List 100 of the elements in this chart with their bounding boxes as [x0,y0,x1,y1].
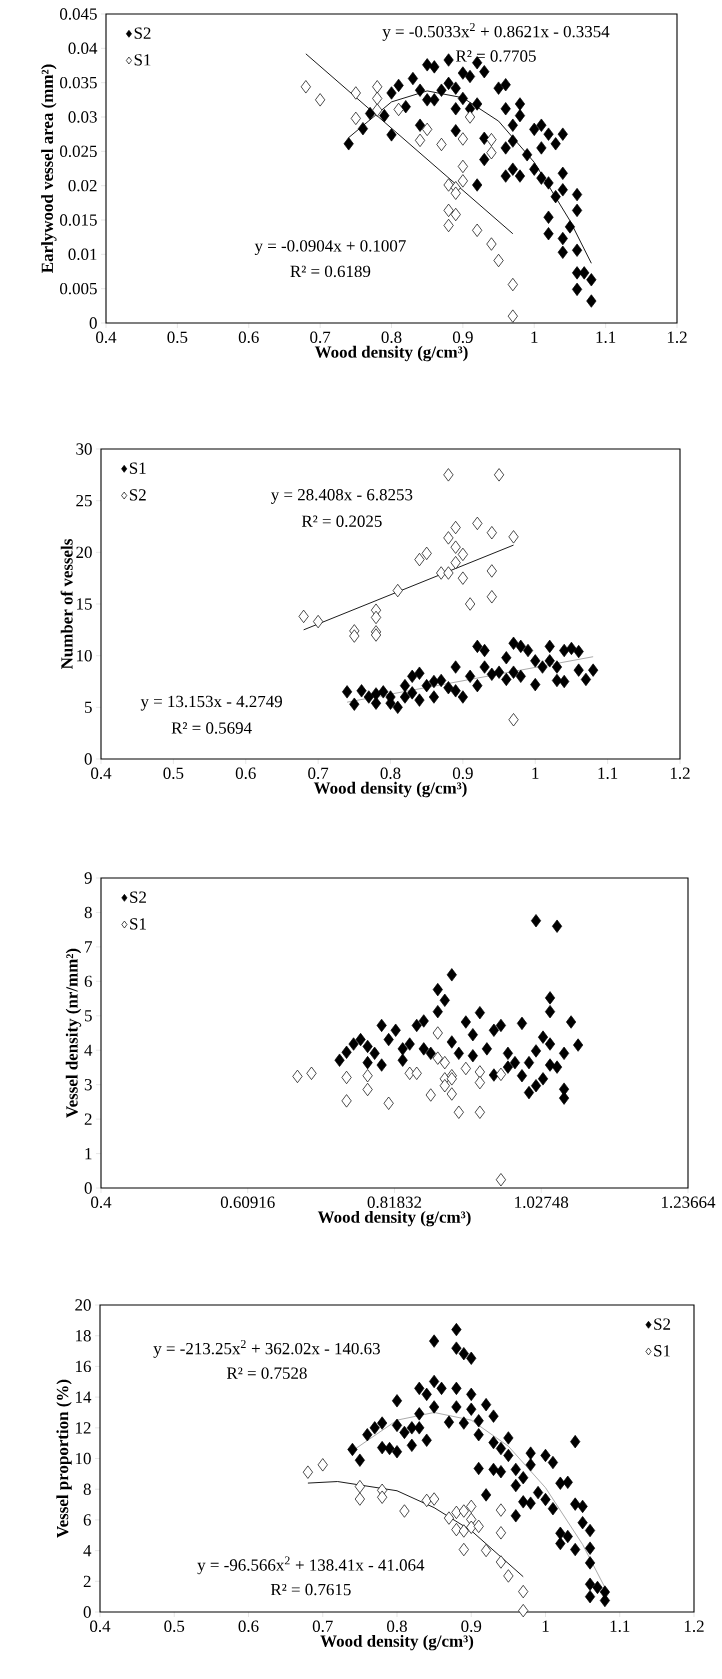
point [544,1005,556,1019]
point [457,547,468,562]
y-tick-label: 9 [84,872,92,884]
point [443,468,454,482]
point [508,713,519,727]
legend-label: S2 [129,489,146,501]
point [474,1075,485,1090]
y-tick-label: 0 [84,753,92,765]
y-tick-label: 0.03 [68,111,97,123]
point [450,186,461,200]
point [392,700,403,714]
point [495,1555,507,1569]
x-tick-label: 1.1 [598,767,618,779]
point [486,237,497,251]
point [488,1023,499,1037]
point [457,159,468,174]
point [414,133,426,147]
point [436,137,447,152]
annotation: y = -0.5033x$^{2}$ + 0.8621x - 0.3354 [382,23,610,41]
point [432,1026,443,1040]
annotation: R² = 0.2025 [301,515,382,527]
annotation: y = 13.153x - 4.2749 [140,695,282,711]
point [573,644,584,659]
point [486,667,497,681]
y-tick-label: 25 [76,494,92,507]
point [502,1046,513,1060]
point [495,1526,507,1540]
point [292,1069,303,1084]
point [422,122,433,136]
point [530,914,542,928]
point [458,1524,469,1538]
y-tick-label: 8 [83,1483,91,1495]
x-tick-label: 0.60916 [220,1196,275,1209]
point [302,1465,313,1479]
y-tick-label: 6 [83,1514,91,1526]
x-tick-label: 0.6 [238,331,259,344]
point [530,1079,542,1093]
point [414,666,425,680]
point [362,1039,373,1054]
annotation: R² = 0.7528 [226,1367,307,1379]
point [474,1105,485,1119]
point [397,1042,408,1056]
x-tick-label: 1.1 [596,331,616,343]
point [443,681,454,695]
point [473,1519,484,1533]
y-tick-label: 7 [85,941,92,953]
point [414,552,425,567]
point [370,696,382,710]
point [501,672,512,687]
point [446,1035,457,1049]
point [559,1091,570,1105]
x-tick-label: 0.5 [163,767,184,780]
point [436,673,447,688]
point [472,223,483,237]
y-tick-label: 1 [85,1147,92,1160]
point [544,991,556,1005]
annotation: y = -96.566x$^{2}$ + 138.41x - 41.064 [197,1556,425,1575]
point [383,1096,394,1110]
legend-label: S2 [134,27,151,39]
x-axis-title: Wood density (g/cm³) [317,1210,471,1227]
y-tick-label: 0 [83,1606,91,1618]
point [551,919,563,933]
y-tick-label: 20 [75,1299,91,1311]
point [530,654,541,668]
y-tick-label: 0.005 [60,282,97,295]
point [495,1018,506,1033]
x-tick-label: 1.1 [610,1620,630,1632]
y-tick-label: 4 [84,1044,93,1056]
point [573,1038,584,1052]
line-series [307,1481,524,1578]
x-tick-label: 0.81832 [367,1196,422,1209]
y-tick-label: 4 [83,1545,92,1557]
point [466,1520,477,1534]
point [474,1006,485,1020]
point [472,516,483,531]
point [390,1023,401,1037]
point [376,1018,387,1033]
point [457,571,468,585]
legend-label: S2 [130,891,146,903]
point [450,556,461,570]
point [503,1569,514,1583]
y-tick-label: 0.045 [60,8,97,20]
point [453,1046,464,1060]
point [467,1028,478,1042]
point [501,651,512,665]
point [530,1044,542,1058]
point [411,1066,422,1080]
point [439,993,450,1007]
point [392,583,403,598]
y-axis-title: Vessel proportion (%) [56,1379,72,1538]
x-tick-label: 0.4 [91,767,112,780]
x-tick-label: 0.8 [381,331,402,344]
x-tick-label: 1 [532,767,539,779]
point [544,654,555,668]
point [369,1046,380,1060]
point [566,1015,577,1029]
point [439,1079,450,1093]
legend-label: S1 [129,462,146,474]
point [486,590,497,604]
x-tick-label: 0.7 [312,1620,333,1633]
